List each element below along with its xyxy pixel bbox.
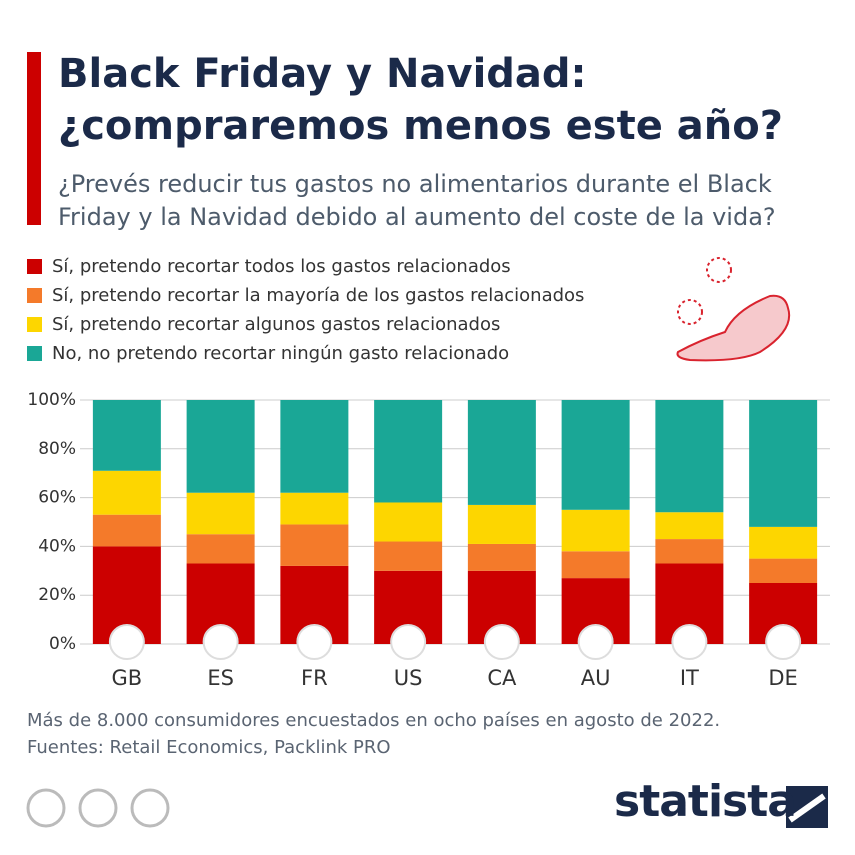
flag-icon [671, 624, 708, 660]
note: Más de 8.000 consumidores encuestados en… [27, 710, 721, 731]
flag-icon [483, 624, 520, 660]
x-tick-label: CA [487, 666, 517, 690]
legend-swatch [27, 288, 42, 303]
y-tick-label: 0% [49, 634, 76, 654]
bar-segment [467, 543, 536, 571]
legend: Sí, pretendo recortar todos los gastos r… [27, 252, 584, 368]
chart-subtitle: ¿Prevés reducir tus gastos no alimentari… [58, 170, 776, 231]
bar-segment [655, 539, 724, 564]
y-tick-label: 20% [38, 585, 76, 605]
bar-segment [467, 504, 536, 544]
x-tick-label: AU [581, 666, 611, 690]
brand: statista [614, 776, 797, 827]
bar-segment [749, 526, 818, 559]
y-tick-label: 60% [38, 488, 76, 508]
bar-segment [186, 400, 255, 493]
chart-title: Black Friday y Navidad: ¿compraremos men… [58, 51, 783, 149]
bar-segment [749, 558, 818, 583]
x-tick-label: GB [112, 666, 143, 690]
legend-item: Sí, pretendo recortar la mayoría de los … [27, 281, 584, 310]
y-tick-label: 40% [38, 536, 76, 556]
y-tick-label: 80% [38, 439, 76, 459]
x-tick-label: IT [680, 666, 699, 690]
legend-item: Sí, pretendo recortar todos los gastos r… [27, 252, 584, 281]
legend-label: Sí, pretendo recortar todos los gastos r… [52, 256, 511, 277]
bar-segment [186, 534, 255, 564]
bar-segment [92, 400, 161, 471]
x-tick-label: US [394, 666, 423, 690]
bar-segment [561, 509, 630, 552]
flag-icon [765, 624, 802, 660]
source: Fuentes: Retail Economics, Packlink PRO [27, 737, 391, 758]
bar-segment [280, 492, 349, 525]
decoration-icon [676, 257, 791, 362]
bar-segment [467, 400, 536, 505]
x-tick-label: DE [768, 666, 797, 690]
x-tick-label: ES [207, 666, 234, 690]
flag-icon [202, 624, 239, 660]
legend-swatch [27, 317, 42, 332]
bar-segment [749, 400, 818, 527]
legend-label: No, no pretendo recortar ningún gasto re… [52, 343, 510, 364]
bar-segment [655, 400, 724, 513]
legend-item: No, no pretendo recortar ningún gasto re… [27, 339, 584, 368]
y-tick-label: 100% [27, 390, 76, 410]
legend-swatch [27, 259, 42, 274]
flag-icon [296, 624, 333, 660]
x-tick-label: FR [301, 666, 328, 690]
bar-segment [374, 502, 443, 542]
legend-label: Sí, pretendo recortar algunos gastos rel… [52, 314, 501, 335]
flag-icon [108, 624, 145, 660]
bar-segment [92, 470, 161, 515]
bar-segment [561, 400, 630, 510]
bar-segment [655, 512, 724, 540]
brand-logo [786, 786, 828, 828]
legend-item: Sí, pretendo recortar algunos gastos rel… [27, 310, 584, 339]
license-icons [26, 788, 170, 828]
flag-icon [577, 624, 614, 660]
bar-segment [561, 551, 630, 579]
title-accent [27, 52, 41, 225]
bar-segment [374, 541, 443, 571]
legend-swatch [27, 346, 42, 361]
bar-segment [186, 492, 255, 535]
bar-segment [280, 524, 349, 566]
legend-label: Sí, pretendo recortar la mayoría de los … [52, 285, 585, 306]
flag-icon [390, 624, 427, 660]
bar-segment [92, 514, 161, 547]
bar-segment [280, 400, 349, 493]
bar-segment [374, 400, 443, 503]
footnote: Más de 8.000 consumidores encuestados en… [27, 707, 720, 761]
